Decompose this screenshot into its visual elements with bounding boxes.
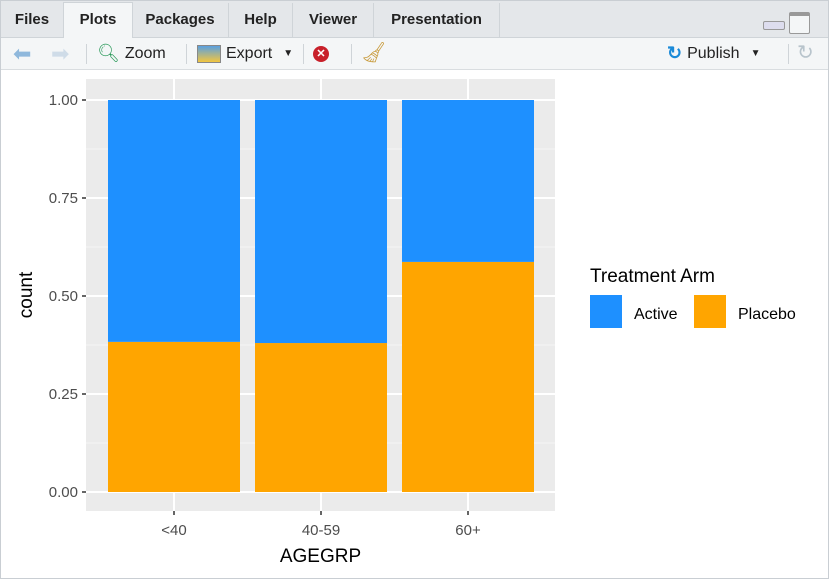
bar-placebo [255, 343, 387, 492]
tab-bar: Files Plots Packages Help Viewer Present… [1, 1, 828, 39]
legend-title: Treatment Arm [590, 266, 715, 287]
remove-plot-button[interactable]: ✕ [313, 38, 329, 69]
tab-presentation[interactable]: Presentation [374, 3, 500, 37]
remove-icon: ✕ [313, 45, 329, 62]
minimize-icon[interactable] [763, 21, 785, 30]
legend-label-placebo: Placebo [738, 306, 796, 323]
chevron-down-icon: ▼ [283, 48, 294, 59]
legend-label-active: Active [634, 306, 678, 323]
x-tick-label: 40-59 [302, 522, 340, 539]
publish-label: Publish [687, 45, 740, 62]
magnifier-icon: 🔍︎ [97, 43, 120, 63]
y-tick-label: 0.00 [49, 484, 78, 501]
zoom-label: Zoom [124, 45, 166, 62]
stacked-bar-chart: 0.00 0.25 0.50 0.75 1.00 <40 40-59 60+ AGEGRP cou… [16, 79, 796, 567]
legend-key-active [590, 295, 622, 328]
tab-plots[interactable]: Plots [63, 2, 133, 39]
tab-viewer[interactable]: Viewer [293, 3, 374, 37]
bar-placebo [108, 341, 240, 492]
x-axis-title: AGEGRP [280, 546, 361, 567]
y-axis-title: count [16, 271, 37, 318]
publish-button[interactable]: ↻ Publish ▼ [667, 38, 760, 69]
export-button[interactable]: Export ▼ [197, 38, 293, 69]
back-arrow-icon[interactable]: ⬅ [13, 41, 32, 66]
export-label: Export [226, 45, 273, 62]
maximize-icon[interactable] [789, 12, 810, 34]
tab-packages[interactable]: Packages [132, 3, 229, 37]
bar-placebo [402, 261, 534, 492]
legend-key-placebo [694, 295, 726, 328]
zoom-button[interactable]: 🔍︎ Zoom [97, 38, 166, 69]
x-tick-label: 60+ [455, 522, 481, 539]
image-icon [197, 44, 221, 63]
y-tick-label: 0.25 [49, 386, 78, 403]
publish-icon: ↻ [667, 43, 683, 63]
bar-active [255, 100, 387, 344]
refresh-icon[interactable]: ↻ [797, 42, 814, 64]
y-tick-label: 0.50 [49, 288, 78, 305]
bar-active [402, 100, 534, 262]
clear-all-broom-icon[interactable]: 🧹︎ [361, 42, 387, 64]
forward-arrow-icon[interactable]: ➡ [51, 41, 70, 66]
tab-help[interactable]: Help [229, 3, 293, 37]
plots-toolbar: ⬅ ➡ 🔍︎ Zoom Export ▼ ✕ 🧹︎ ↻ Publish ▼ ↻ [1, 38, 828, 70]
y-tick-label: 0.75 [49, 190, 78, 207]
chevron-down-icon: ▼ [750, 48, 761, 59]
y-tick-label: 1.00 [49, 92, 78, 109]
bar-active [108, 100, 240, 342]
tab-files[interactable]: Files [1, 3, 64, 37]
x-tick-label: <40 [161, 522, 186, 539]
